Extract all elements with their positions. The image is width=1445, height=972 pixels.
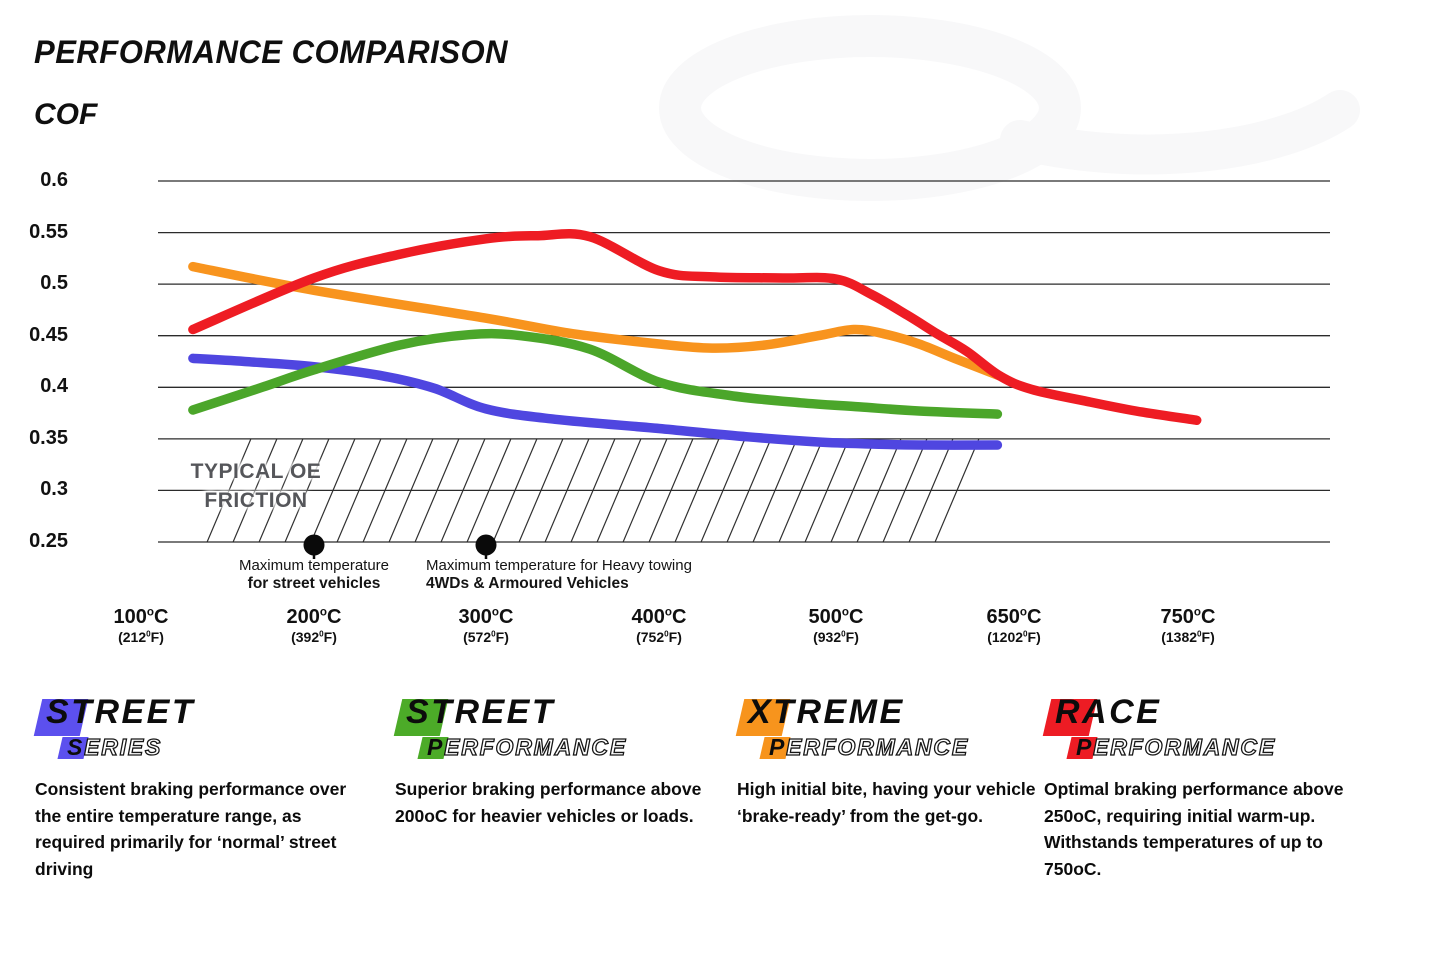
logo-word1: XTREME: [748, 693, 905, 731]
x-tick-label: 400oC (7520F): [631, 605, 687, 645]
product-xtreme-performance: XTREME PERFORMANCE High initial bite, ha…: [735, 693, 1037, 847]
series-xtreme-performance: [188, 261, 1005, 381]
product-street-performance: STREET PERFORMANCE Superior braking perf…: [393, 693, 717, 847]
watermark: [659, 15, 1360, 201]
y-tick-label: 0.3: [40, 478, 68, 501]
logo-word1: STREET: [406, 693, 556, 731]
page-title: PERFORMANCE COMPARISON: [34, 34, 508, 70]
y-tick-label: 0.55: [29, 220, 68, 243]
y-tick-label: 0.25: [29, 530, 68, 552]
product-description: Superior braking performance above 200oC…: [395, 779, 702, 826]
annotation-line2: for street vehicles: [247, 575, 381, 593]
product-description: Optimal braking performance above 250oC,…: [1044, 779, 1344, 879]
product-race-performance: RACE PERFORMANCE Optimal braking perform…: [1042, 693, 1376, 900]
series-race-performance: [188, 228, 1202, 426]
product-description: High initial bite, having your vehicle ‘…: [737, 779, 1036, 826]
race-performance-logo: RACE PERFORMANCE: [1042, 693, 1376, 763]
logo-word2: PERFORMANCE: [427, 733, 627, 760]
y-tick-label: 0.4: [40, 375, 68, 398]
marker-dot: [303, 534, 325, 556]
annotation-line2: 4WDs & Armoured Vehicles: [426, 575, 629, 593]
x-tick-label: 100oC (2120F): [113, 605, 169, 645]
logo-word2: PERFORMANCE: [1076, 733, 1276, 760]
series-street-performance: [188, 328, 1003, 419]
annotation-line1: Maximum temperature: [238, 557, 390, 574]
y-tick-label: 0.35: [29, 426, 68, 449]
logo-word2: PERFORMANCE: [769, 733, 969, 760]
y-tick-label: 0.6: [40, 169, 68, 191]
logo-word1: STREET: [46, 693, 196, 731]
street-series-logo: STREET SERIES: [33, 693, 367, 763]
product-street-series: STREET SERIES Consistent braking perform…: [33, 693, 367, 900]
annotation-max-temp-towing: Maximum temperature for Heavy towing 4WD…: [426, 557, 692, 594]
x-tick-label: 200oC (3920F): [286, 605, 342, 645]
marker-dot: [475, 534, 497, 556]
xtreme-performance-logo: XTREME PERFORMANCE: [735, 693, 1037, 763]
annotation-max-temp-street: Maximum temperature for street vehicles: [224, 557, 404, 594]
typical-oe-friction-label: TYPICAL OE FRICTION: [166, 458, 346, 516]
logo-word2: SERIES: [67, 733, 163, 760]
annotation-line1: Maximum temperature for Heavy towing: [426, 557, 692, 574]
oe-label-line2: FRICTION: [204, 488, 308, 512]
x-tick-label: 300oC (5720F): [458, 605, 514, 645]
y-axis-title: COF: [34, 98, 98, 131]
logo-word1: RACE: [1055, 693, 1162, 731]
street-performance-logo: STREET PERFORMANCE: [393, 693, 717, 763]
oe-label-line1: TYPICAL OE: [190, 460, 322, 483]
y-tick-label: 0.45: [29, 323, 68, 346]
y-tick-label: 0.5: [40, 272, 68, 295]
product-description: Consistent braking performance over the …: [35, 779, 347, 879]
x-tick-label: 650oC (12020F): [986, 605, 1042, 645]
x-tick-label: 500oC (9320F): [808, 605, 864, 645]
x-tick-label: 750oC (13820F): [1160, 605, 1216, 645]
